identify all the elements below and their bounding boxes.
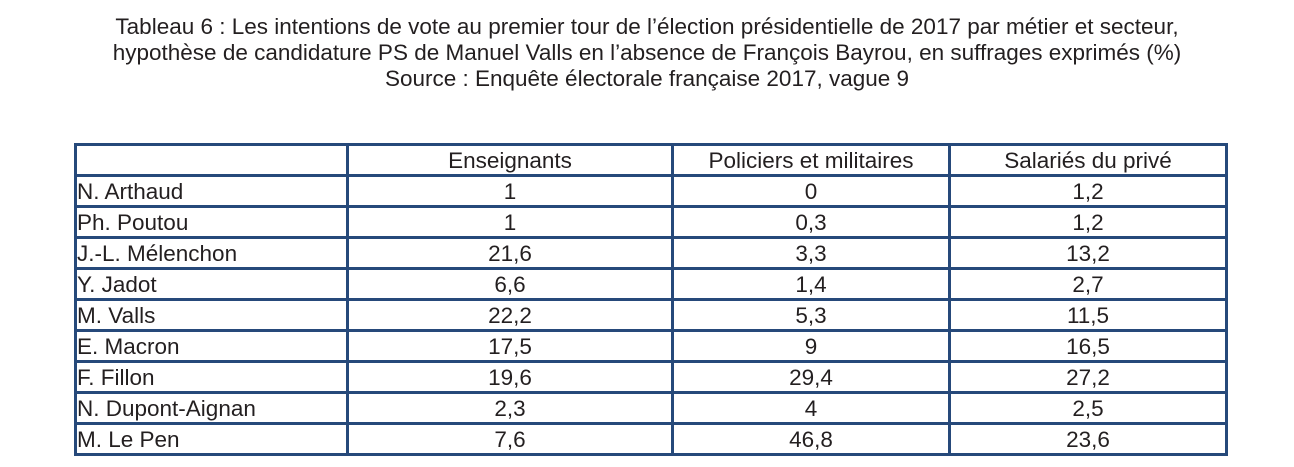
caption-title-line-1: Tableau 6 : Les intentions de vote au pr… [115,14,1179,39]
candidate-name-cell: Ph. Poutou [74,205,349,239]
salaries-prive-value-cell: 2,5 [948,391,1228,425]
salaries-prive-value-cell: 11,5 [948,298,1228,332]
enseignants-value-cell: 2,3 [346,391,674,425]
enseignants-value-cell: 22,2 [346,298,674,332]
policiers-militaires-value-cell: 0,3 [671,205,951,239]
enseignants-value-cell: 21,6 [346,236,674,270]
salaries-prive-value-cell: 2,7 [948,267,1228,301]
vote-intentions-table: Enseignants Policiers et militaires Sala… [74,143,1228,456]
candidate-name-cell: F. Fillon [74,360,349,394]
enseignants-value-cell: 19,6 [346,360,674,394]
corner-cell [74,143,349,177]
table-row: M. Valls 22,2 5,3 11,5 [74,298,1228,332]
policiers-militaires-value-cell: 3,3 [671,236,951,270]
policiers-militaires-value-cell: 29,4 [671,360,951,394]
policiers-militaires-value-cell: 1,4 [671,267,951,301]
enseignants-value-cell: 1 [346,174,674,208]
table-row: N. Dupont-Aignan 2,3 4 2,5 [74,391,1228,425]
candidate-name-cell: N. Arthaud [74,174,349,208]
policiers-militaires-value-cell: 5,3 [671,298,951,332]
salaries-prive-value-cell: 13,2 [948,236,1228,270]
header-row: Enseignants Policiers et militaires Sala… [74,143,1228,177]
salaries-prive-value-cell: 16,5 [948,329,1228,363]
candidate-name-cell: M. Le Pen [74,422,349,456]
candidate-name-cell: M. Valls [74,298,349,332]
caption-title-line-2: hypothèse de candidature PS de Manuel Va… [112,40,1182,65]
enseignants-value-cell: 7,6 [346,422,674,456]
caption-source: Source : Enquête électorale française 20… [384,66,910,91]
candidate-name-cell: N. Dupont-Aignan [74,391,349,425]
salaries-prive-value-cell: 27,2 [948,360,1228,394]
policiers-militaires-value-cell: 0 [671,174,951,208]
policiers-militaires-value-cell: 4 [671,391,951,425]
column-header-salaries-prive: Salariés du privé [948,143,1228,177]
column-header-enseignants: Enseignants [346,143,674,177]
enseignants-value-cell: 6,6 [346,267,674,301]
enseignants-value-cell: 1 [346,205,674,239]
table-row: J.-L. Mélenchon 21,6 3,3 13,2 [74,236,1228,270]
candidate-name-cell: Y. Jadot [74,267,349,301]
policiers-militaires-value-cell: 9 [671,329,951,363]
table-row: E. Macron 17,5 9 16,5 [74,329,1228,363]
table-row: Ph. Poutou 1 0,3 1,2 [74,205,1228,239]
policiers-militaires-value-cell: 46,8 [671,422,951,456]
column-header-policiers-militaires: Policiers et militaires [671,143,951,177]
candidate-name-cell: E. Macron [74,329,349,363]
salaries-prive-value-cell: 1,2 [948,205,1228,239]
table-row: Y. Jadot 6,6 1,4 2,7 [74,267,1228,301]
salaries-prive-value-cell: 23,6 [948,422,1228,456]
candidate-name-cell: J.-L. Mélenchon [74,236,349,270]
salaries-prive-value-cell: 1,2 [948,174,1228,208]
table-caption: Tableau 6 : Les intentions de vote au pr… [0,14,1294,92]
enseignants-value-cell: 17,5 [346,329,674,363]
table-row: M. Le Pen 7,6 46,8 23,6 [74,422,1228,456]
table-row: N. Arthaud 1 0 1,2 [74,174,1228,208]
table-row: F. Fillon 19,6 29,4 27,2 [74,360,1228,394]
